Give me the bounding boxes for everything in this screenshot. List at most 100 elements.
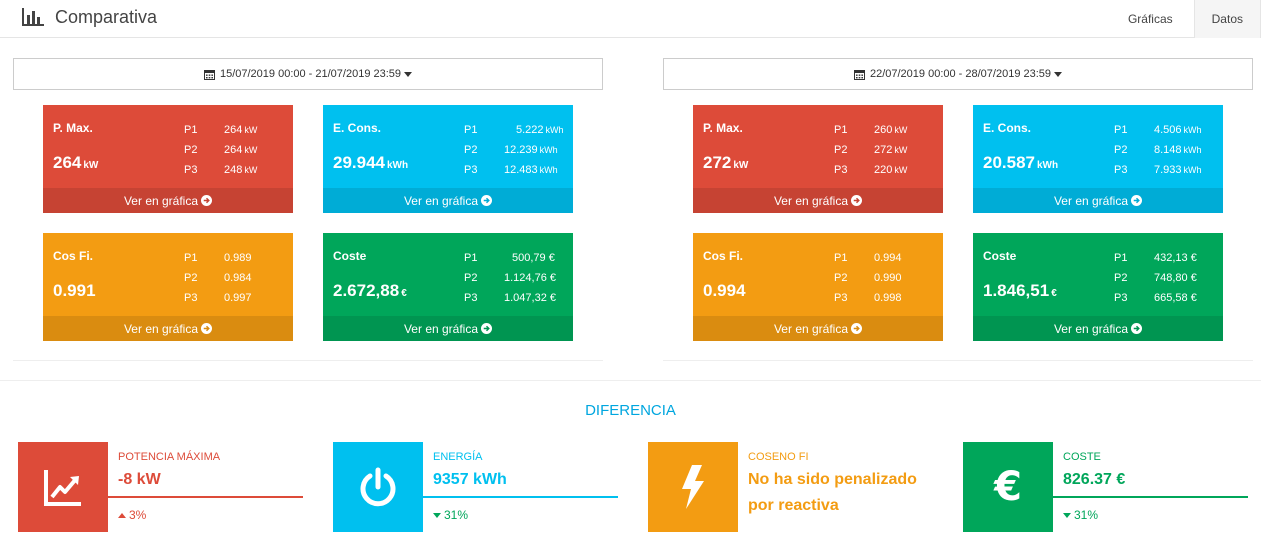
page-header: Comparativa Gráficas Datos bbox=[0, 0, 1261, 38]
period-row: P2 0.990 bbox=[834, 272, 902, 284]
card-title: P. Max. bbox=[53, 121, 93, 135]
ver-en-grafica-link[interactable]: Ver en gráfica bbox=[693, 316, 943, 341]
trend-chart-icon bbox=[18, 442, 108, 532]
stat-coseno-fi: COSENO FI No ha sido penalizado por reac… bbox=[648, 442, 933, 532]
tab-datos[interactable]: Datos bbox=[1193, 0, 1261, 38]
card-total: 272 kW bbox=[703, 153, 749, 172]
power-icon bbox=[333, 442, 423, 532]
ver-en-grafica-link[interactable]: Ver en gráfica bbox=[43, 188, 293, 213]
period-panel-1: 15/07/2019 00:00 - 21/07/2019 23:59 P. M… bbox=[13, 58, 603, 361]
caret-up-icon bbox=[118, 512, 126, 518]
arrow-circle-right-icon bbox=[1131, 323, 1143, 334]
period-row: P2 0.984 bbox=[184, 272, 252, 284]
card-coste: Coste 1.846,51 € P1 432,13 € P2 748,80 € P3… bbox=[973, 233, 1223, 341]
period-row: P3 220 kW bbox=[834, 164, 908, 176]
ver-en-grafica-link[interactable]: Ver en gráfica bbox=[973, 316, 1223, 341]
ver-en-grafica-link[interactable]: Ver en gráfica bbox=[323, 188, 573, 213]
ver-en-grafica-link[interactable]: Ver en gráfica bbox=[693, 188, 943, 213]
period-row: P3 665,58 € bbox=[1114, 292, 1197, 304]
arrow-circle-right-icon bbox=[851, 323, 863, 334]
euro-icon: € bbox=[963, 442, 1053, 532]
card-potencia-maxima: P. Max. 272 kW P1 260 kW P2 272 kW P3 220 kW Ve… bbox=[693, 105, 943, 213]
period-row: P1 260 kW bbox=[834, 124, 908, 136]
stat-divider bbox=[423, 496, 618, 498]
period-row: P1 5.222 kWh bbox=[464, 124, 564, 136]
stat-percent: 31% bbox=[433, 508, 468, 522]
stat-percent: 31% bbox=[1063, 508, 1098, 522]
stat-value: 826.37 € bbox=[1063, 471, 1126, 488]
period-row: P1 500,79 € bbox=[464, 252, 555, 264]
card-total: 29.944 kWh bbox=[333, 153, 409, 172]
card-total: 2.672,88 € bbox=[333, 281, 407, 300]
bar-chart-icon bbox=[22, 8, 44, 26]
stat-value: 9357 kWh bbox=[433, 471, 507, 488]
card-title: E. Cons. bbox=[983, 121, 1032, 135]
period-row: P1 4.506 kWh bbox=[1114, 124, 1202, 136]
period-row: P2 8.148 kWh bbox=[1114, 144, 1202, 156]
period-panel-2: 22/07/2019 00:00 - 28/07/2019 23:59 P. M… bbox=[663, 58, 1253, 361]
calendar-icon bbox=[853, 69, 865, 80]
card-title: P. Max. bbox=[703, 121, 743, 135]
card-title: Coste bbox=[983, 249, 1017, 263]
card-title: Coste bbox=[333, 249, 367, 263]
card-total: 264 kW bbox=[53, 153, 99, 172]
date-range-picker-2[interactable]: 22/07/2019 00:00 - 28/07/2019 23:59 bbox=[663, 58, 1253, 90]
card-title: E. Cons. bbox=[333, 121, 382, 135]
stat-percent: 3% bbox=[118, 508, 146, 522]
period-row: P2 12.239 kWh bbox=[464, 144, 558, 156]
period-row: P1 0.989 bbox=[184, 252, 252, 264]
arrow-circle-right-icon bbox=[201, 195, 213, 206]
date-range-text: 15/07/2019 00:00 - 21/07/2019 23:59 bbox=[219, 68, 402, 80]
card-title: Cos Fi. bbox=[53, 249, 94, 263]
stat-energia: ENERGÍA 9357 kWh 31% bbox=[333, 442, 618, 532]
card-energia-consumida: E. Cons. 20.587 kWh P1 4.506 kWh P2 8.148 kWh… bbox=[973, 105, 1223, 213]
caret-down-icon bbox=[1063, 512, 1071, 518]
view-tabs: Gráficas Datos bbox=[1107, 0, 1261, 38]
period-row: P1 0.994 bbox=[834, 252, 902, 264]
stat-potencia-maxima: POTENCIA MÁXIMA -8 kW 3% bbox=[18, 442, 303, 532]
caret-down-icon bbox=[433, 512, 441, 518]
page-title-text: Comparativa bbox=[55, 6, 158, 27]
card-periods: P1 500,79 € P2 1.124,76 € P3 1.047,32 € bbox=[464, 248, 556, 308]
date-range-text: 22/07/2019 00:00 - 28/07/2019 23:59 bbox=[869, 68, 1052, 80]
ver-en-grafica-link[interactable]: Ver en gráfica bbox=[323, 316, 573, 341]
card-coseno-fi: Cos Fi. 0.991 P1 0.989 P2 0.984 P3 0.997 Ve… bbox=[43, 233, 293, 341]
page-title: Comparativa bbox=[22, 5, 157, 29]
card-potencia-maxima: P. Max. 264 kW P1 264 kW P2 264 kW P3 248 kW Ve… bbox=[43, 105, 293, 213]
divider bbox=[663, 360, 1253, 361]
card-energia-consumida: E. Cons. 29.944 kWh P1 5.222 kWh P2 12.239 kW… bbox=[323, 105, 573, 213]
period-row: P2 272 kW bbox=[834, 144, 908, 156]
card-periods: P1 432,13 € P2 748,80 € P3 665,58 € bbox=[1114, 248, 1197, 308]
period-row: P3 248 kW bbox=[184, 164, 258, 176]
ver-en-grafica-link[interactable]: Ver en gráfica bbox=[43, 316, 293, 341]
caret-down-icon bbox=[404, 71, 413, 77]
date-range-picker-1[interactable]: 15/07/2019 00:00 - 21/07/2019 23:59 bbox=[13, 58, 603, 90]
stat-coste: € COSTE 826.37 € 31% bbox=[963, 442, 1248, 532]
card-periods: P1 0.994 P2 0.990 P3 0.998 bbox=[834, 248, 902, 308]
period-row: P3 1.047,32 € bbox=[464, 292, 556, 304]
card-periods: P1 5.222 kWh P2 12.239 kWh P3 12.483 kWh bbox=[464, 120, 564, 180]
stat-label: COSTE bbox=[1063, 451, 1101, 463]
card-periods: P1 260 kW P2 272 kW P3 220 kW bbox=[834, 120, 907, 180]
calendar-icon bbox=[203, 69, 215, 80]
period-row: P2 264 kW bbox=[184, 144, 258, 156]
period-row: P2 1.124,76 € bbox=[464, 272, 556, 284]
bolt-icon bbox=[648, 442, 738, 532]
stat-label: ENERGÍA bbox=[433, 451, 483, 463]
stat-label: COSENO FI bbox=[748, 451, 809, 463]
card-total: 1.846,51 € bbox=[983, 281, 1057, 300]
tab-graficas[interactable]: Gráficas bbox=[1127, 12, 1173, 26]
period-row: P1 432,13 € bbox=[1114, 252, 1197, 264]
arrow-circle-right-icon bbox=[201, 323, 213, 334]
card-total: 0.991 bbox=[53, 281, 96, 300]
arrow-circle-right-icon bbox=[481, 323, 493, 334]
stat-value: No ha sido penalizado por reactiva bbox=[748, 471, 917, 514]
card-coste: Coste 2.672,88 € P1 500,79 € P2 1.124,76 € … bbox=[323, 233, 573, 341]
ver-en-grafica-link[interactable]: Ver en gráfica bbox=[973, 188, 1223, 213]
card-periods: P1 264 kW P2 264 kW P3 248 kW bbox=[184, 120, 257, 180]
card-title: Cos Fi. bbox=[703, 249, 744, 263]
card-total: 20.587 kWh bbox=[983, 153, 1059, 172]
period-row: P3 0.997 bbox=[184, 292, 252, 304]
caret-down-icon bbox=[1054, 71, 1063, 77]
period-row: P2 748,80 € bbox=[1114, 272, 1197, 284]
